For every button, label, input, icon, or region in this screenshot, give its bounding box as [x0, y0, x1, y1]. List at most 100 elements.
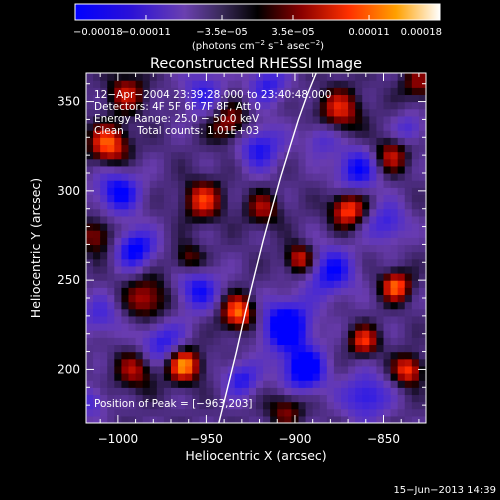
heatmap-cell [362, 237, 370, 246]
heatmap-cell [149, 137, 158, 146]
heatmap-cell [135, 330, 144, 338]
heatmap-cell [404, 123, 413, 131]
heatmap-cell [333, 380, 342, 388]
heatmap-cell [227, 358, 236, 367]
heatmap-cell [383, 273, 392, 281]
heatmap-cell [298, 330, 307, 338]
heatmap-cell [256, 273, 264, 281]
heatmap-cell [100, 215, 108, 224]
heatmap-cell [319, 337, 328, 346]
heatmap-cell [411, 394, 420, 403]
heatmap-cell [227, 351, 236, 360]
heatmap-cell [348, 351, 356, 360]
heatmap-cell [100, 123, 108, 131]
heatmap-cell [411, 315, 420, 324]
heatmap-cell [107, 394, 115, 403]
heatmap-cell [284, 280, 293, 288]
heatmap-cell [128, 380, 137, 388]
heatmap-cell [234, 208, 243, 217]
heatmap-cell [135, 337, 144, 346]
heatmap-cell [312, 101, 321, 110]
heatmap-cell [341, 130, 349, 138]
heatmap-cell [369, 380, 378, 388]
heatmap-cell [397, 215, 406, 224]
heatmap-cell [305, 187, 314, 196]
heatmap-cell [319, 380, 328, 388]
heatmap-cell [121, 265, 130, 274]
heatmap-cell [234, 173, 243, 181]
heatmap-cell [213, 158, 222, 167]
heatmap-cell [305, 323, 314, 331]
heatmap-cell [248, 394, 257, 403]
heatmap-cell [100, 223, 108, 231]
heatmap-cell [341, 337, 349, 346]
heatmap-cell [291, 115, 300, 124]
heatmap-cell [185, 380, 193, 388]
heatmap-cell [348, 308, 356, 317]
heatmap-cell [284, 101, 293, 110]
heatmap-cell [305, 315, 314, 324]
heatmap-cell [171, 265, 179, 274]
heatmap-cell [128, 373, 137, 381]
heatmap-cell [227, 215, 236, 224]
heatmap-cell [256, 301, 264, 310]
heatmap-cell [93, 351, 101, 360]
heatmap-cell [418, 237, 426, 246]
heatmap-cell [390, 365, 399, 374]
heatmap-cell [348, 251, 356, 260]
heatmap-cell [171, 308, 179, 317]
heatmap-cell [178, 208, 186, 217]
heatmap-cell [107, 180, 115, 188]
heatmap-cell [397, 137, 406, 146]
heatmap-cell [178, 415, 186, 423]
heatmap-cell [341, 251, 349, 260]
heatmap-cell [227, 180, 236, 188]
heatmap-cell [248, 80, 257, 88]
heatmap-cell [341, 387, 349, 396]
heatmap-cell [100, 365, 108, 374]
heatmap-cell [270, 308, 278, 317]
heatmap-cell [121, 373, 130, 381]
heatmap-cell [163, 251, 172, 260]
heatmap-cell [376, 265, 385, 274]
heatmap-cell [220, 223, 229, 231]
heatmap-cell [149, 315, 158, 324]
heatmap-cell [390, 244, 399, 253]
heatmap-cell [149, 351, 158, 360]
heatmap-cell [241, 323, 250, 331]
heatmap-cell [128, 101, 137, 110]
heatmap-cell [397, 230, 406, 238]
heatmap-cell [263, 301, 271, 310]
heatmap-cell [156, 380, 165, 388]
heatmap-cell [284, 151, 293, 160]
heatmap-cell [241, 380, 250, 388]
heatmap-cell [227, 258, 236, 267]
heatmap-cell [312, 73, 321, 81]
heatmap-cell [171, 287, 179, 296]
heatmap-cell [107, 358, 115, 367]
heatmap-cell [291, 144, 300, 153]
heatmap-cell [192, 294, 200, 303]
heatmap-cell [319, 308, 328, 317]
heatmap-cell [291, 273, 300, 281]
heatmap-cell [284, 415, 293, 423]
heatmap-cell [142, 358, 151, 367]
heatmap-cell [142, 330, 151, 338]
heatmap-cell [248, 408, 257, 417]
heatmap-cell [213, 180, 222, 188]
heatmap-cell [390, 165, 399, 174]
heatmap-cell [312, 387, 321, 396]
heatmap-cell [86, 273, 94, 281]
heatmap-cell [171, 294, 179, 303]
heatmap-cell [319, 123, 328, 131]
heatmap-cell [142, 158, 151, 167]
heatmap-cell [341, 394, 349, 403]
heatmap-cell [369, 408, 378, 417]
heatmap-cell [128, 294, 137, 303]
heatmap-cell [93, 115, 101, 124]
heatmap-cell [298, 165, 307, 174]
heatmap-cell [86, 265, 94, 274]
heatmap-cell [411, 151, 420, 160]
heatmap-cell [121, 337, 130, 346]
heatmap-cell [121, 151, 130, 160]
